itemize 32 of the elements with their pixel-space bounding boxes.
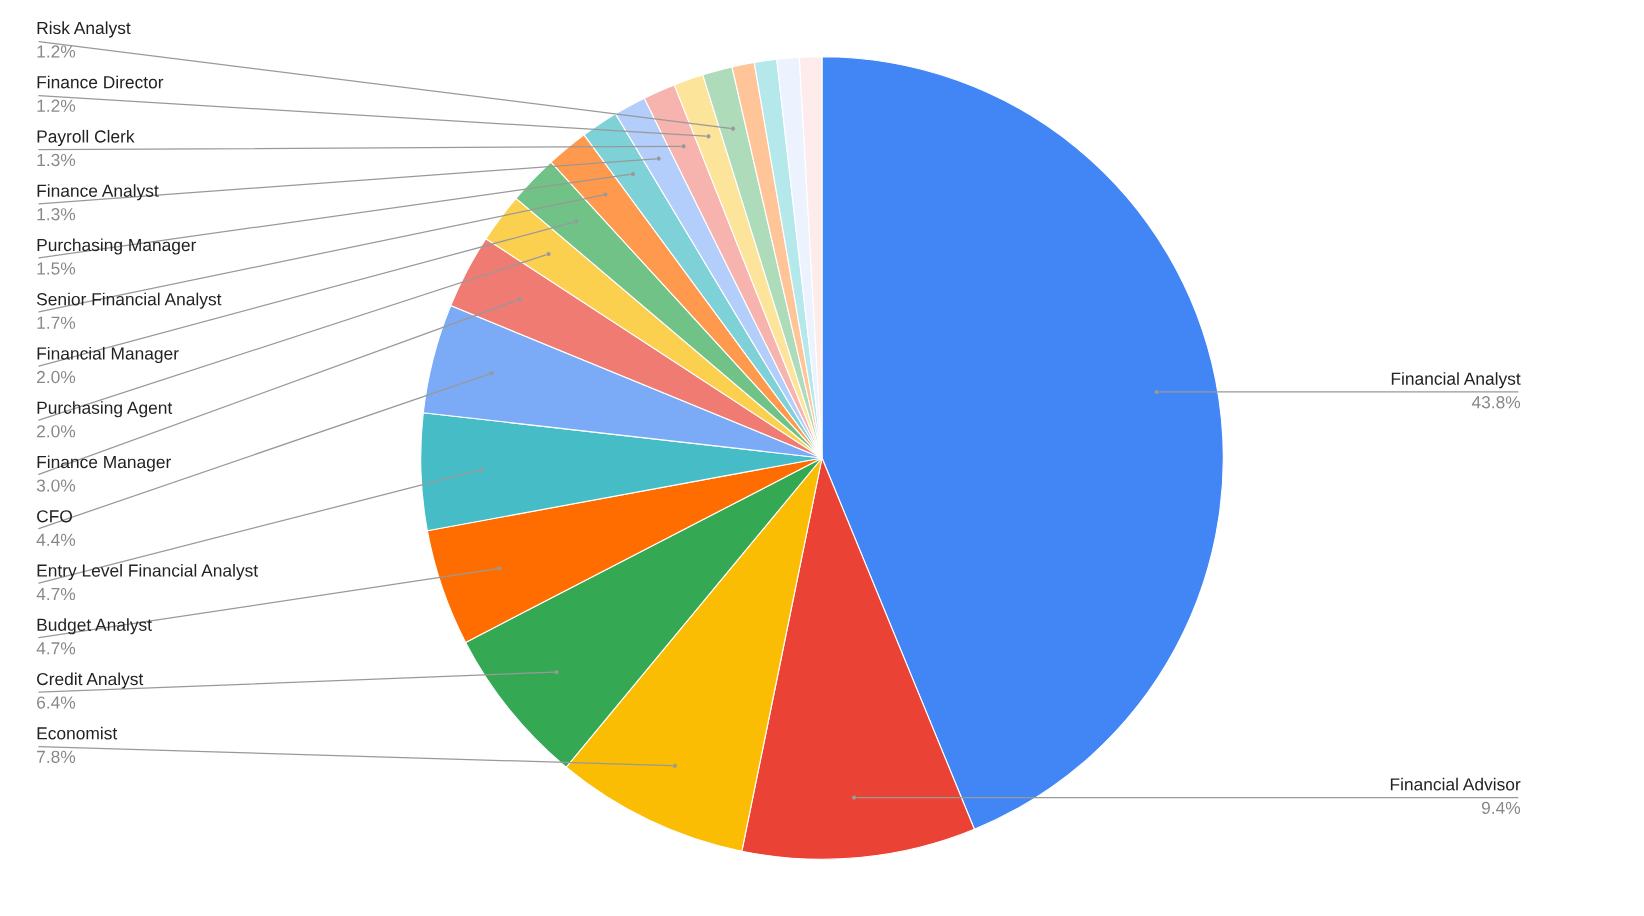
slice-label: Purchasing Agent <box>37 401 173 418</box>
slice-label: Risk Analyst <box>37 21 131 38</box>
slice-label: Finance Director <box>37 75 164 89</box>
slice-label: Financial Advisor <box>1390 777 1521 791</box>
slice-label: Financial Analyst <box>1391 372 1521 389</box>
slice-label: CFO <box>37 510 72 523</box>
data-label: 1.2% <box>37 45 76 58</box>
slice-label: Finance Analyst <box>37 184 159 201</box>
data-label: 1.3% <box>37 153 76 167</box>
slice-label: Payroll Clerk <box>37 129 135 147</box>
data-label: 7.8% <box>37 750 76 763</box>
data-label: 43.8% <box>1471 396 1521 409</box>
data-label: 4.7% <box>36 587 76 601</box>
slice-label: Senior Financial Analyst <box>36 292 222 309</box>
slice-label: Purchasing Manager <box>37 238 197 255</box>
slice-label: Budget Analyst <box>37 618 152 635</box>
slice-label: Credit Analyst <box>37 672 144 689</box>
data-label: 1.2% <box>37 99 76 112</box>
data-label: 4.7% <box>36 642 76 655</box>
data-label: 6.4% <box>37 696 76 709</box>
slice-label: Entry Level Financial Analyst <box>37 563 258 581</box>
data-label: 2.0% <box>37 425 76 438</box>
data-label: 3.0% <box>36 479 76 492</box>
data-label: 2.0% <box>37 370 76 384</box>
slice-label: Finance Manager <box>37 455 171 472</box>
data-label: 1.3% <box>37 208 76 221</box>
slice-label: Financial Manager <box>37 346 179 364</box>
data-label: 4.4% <box>36 533 76 546</box>
data-label: 1.5% <box>37 262 76 275</box>
data-label: 1.7% <box>37 316 76 329</box>
data-label: 9.4% <box>1481 801 1521 814</box>
slice-label: Economist <box>37 726 118 740</box>
